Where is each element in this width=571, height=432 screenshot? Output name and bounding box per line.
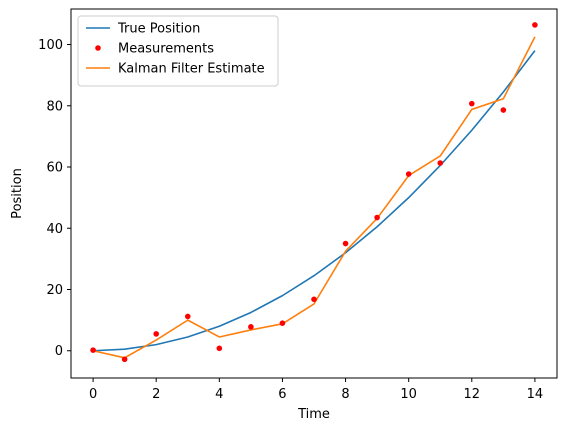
- measurements-point: [500, 107, 507, 113]
- legend-box: [77, 15, 279, 87]
- y-tick-label: 80: [46, 99, 63, 114]
- measurements-point: [216, 345, 223, 352]
- legend-label: Kalman Filter Estimate: [118, 62, 265, 77]
- measurements-point: [405, 171, 412, 177]
- measurements-point: [153, 331, 160, 337]
- x-tick-label: 6: [278, 387, 286, 402]
- y-axis-ticks: 0 20 40 60 80 100: [38, 38, 71, 359]
- x-tick-label: 10: [400, 387, 417, 402]
- legend: True Position Measurements Kalman Filter E…: [77, 15, 279, 87]
- measurements-point: [374, 214, 380, 221]
- x-tick-label: 2: [152, 387, 160, 402]
- measurements-legend-swatch: [95, 45, 101, 51]
- x-tick-label: 12: [464, 387, 481, 402]
- y-tick-label: 0: [55, 344, 63, 359]
- x-tick-label: 8: [341, 387, 349, 402]
- series-layer: [90, 22, 538, 363]
- measurements-point: [184, 313, 191, 320]
- x-tick-label: 4: [215, 387, 223, 402]
- measurements-point: [90, 347, 96, 353]
- kalman-filter-estimate-line: [92, 36, 536, 359]
- measurements-point: [279, 320, 286, 326]
- x-axis-ticks: 0 2 4 6 8 10 12 14: [89, 378, 543, 402]
- y-tick-label: 100: [38, 38, 63, 53]
- y-tick-label: 40: [46, 222, 63, 237]
- measurements-point: [342, 240, 349, 247]
- measurements-point: [437, 160, 444, 166]
- true-position-line: [93, 50, 536, 352]
- x-tick-label: 14: [527, 387, 544, 402]
- measurements-point: [468, 100, 475, 107]
- x-axis-label: Time: [297, 407, 330, 422]
- y-tick-label: 20: [46, 283, 63, 298]
- measurements-point: [248, 324, 254, 330]
- measurements-point: [532, 22, 538, 28]
- measurements-point: [311, 296, 317, 303]
- y-tick-label: 60: [46, 161, 63, 176]
- x-tick-label: 0: [89, 387, 97, 402]
- measurements-point: [121, 356, 128, 363]
- y-axis-label: Position: [10, 168, 25, 219]
- legend-label: Measurements: [118, 42, 214, 57]
- legend-label: True Position: [117, 22, 200, 37]
